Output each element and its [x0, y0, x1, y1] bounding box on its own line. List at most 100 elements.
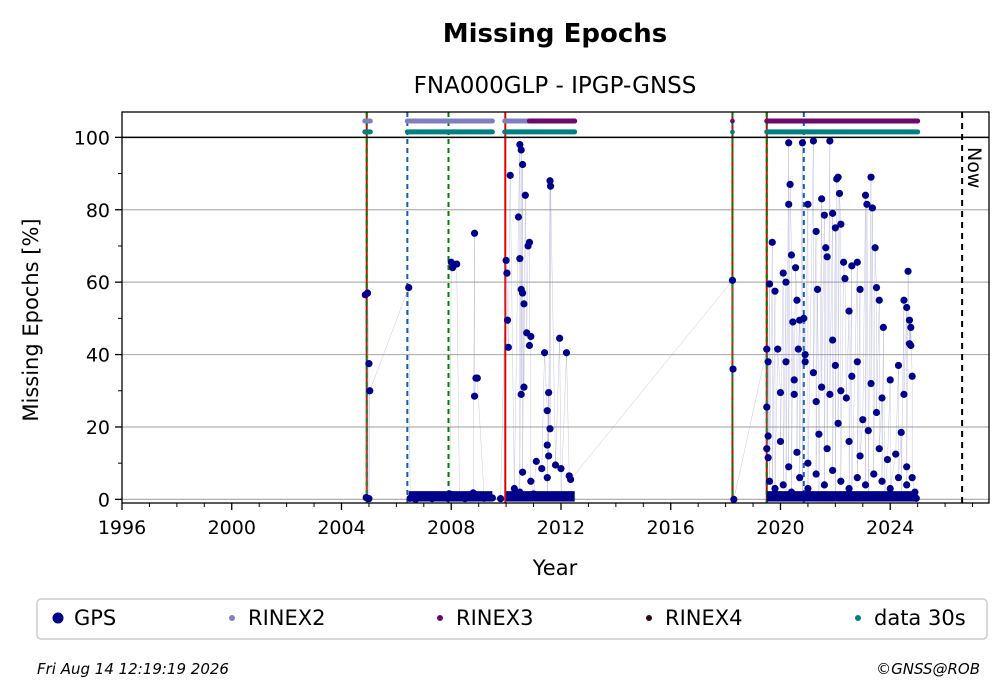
y-axis-label: Missing Epochs [%]: [19, 218, 43, 421]
gps-point: [815, 430, 823, 438]
gps-point: [469, 489, 477, 497]
gps-point: [776, 388, 785, 397]
gps-point: [870, 470, 878, 478]
gps-point: [406, 494, 414, 502]
gps-point: [785, 463, 793, 471]
gps-point: [453, 260, 461, 268]
gps-point: [812, 398, 820, 406]
gps-point: [365, 495, 373, 503]
gps-point: [768, 238, 776, 246]
gps-point: [411, 495, 420, 503]
gps-point: [820, 481, 828, 489]
gps-point: [848, 372, 856, 380]
gps-point: [908, 474, 916, 482]
gps-point: [789, 318, 797, 326]
gps-point: [771, 287, 779, 295]
gps-point: [525, 238, 534, 246]
gps-point: [831, 493, 839, 501]
gps-point: [556, 334, 564, 342]
x-tick-label: 2016: [647, 517, 695, 539]
gps-point: [912, 494, 920, 502]
gps-point: [791, 264, 800, 272]
gps-point: [785, 200, 793, 208]
gps-point: [365, 360, 373, 368]
gps-point: [848, 262, 856, 270]
gps-point: [856, 285, 864, 293]
legend-label-gps: GPS: [74, 606, 116, 630]
gps-point: [436, 493, 444, 501]
gps-point: [517, 390, 525, 398]
gps-point: [728, 276, 737, 284]
y-tick-label: 40: [86, 345, 110, 367]
x-axis: 1996 2000 2004 2008 2012 2016 2020 2024: [98, 503, 974, 539]
gps-point: [461, 495, 469, 503]
plot-frame: [122, 112, 989, 503]
gps-point: [518, 468, 527, 476]
y-tick-label: 0: [98, 489, 110, 511]
gps-point: [543, 441, 551, 449]
gps-point: [765, 280, 774, 288]
gps-point: [551, 461, 560, 469]
gps-point: [845, 437, 853, 446]
gps-point: [446, 490, 454, 498]
gps-point: [527, 332, 535, 341]
gps-point: [813, 285, 822, 293]
gps-point: [545, 452, 553, 460]
gps-point: [834, 173, 842, 181]
gps-point: [763, 445, 771, 453]
gps-point: [798, 494, 807, 502]
gps-point: [540, 349, 549, 357]
gps-point: [497, 495, 505, 503]
gps-point: [764, 358, 772, 366]
gps-point: [562, 349, 571, 357]
gps-point: [853, 258, 861, 266]
y-tick-label: 100: [74, 127, 110, 149]
gps-point: [470, 229, 479, 237]
gps-point: [848, 491, 856, 499]
gps-point: [907, 323, 915, 332]
gps-point: [543, 492, 551, 500]
gps-point: [794, 345, 802, 353]
gps-point: [826, 137, 834, 145]
gps-point: [908, 372, 916, 380]
gps-point: [518, 160, 527, 169]
gps-point: [871, 244, 879, 252]
gps-point: [800, 314, 808, 322]
gps-point: [503, 269, 511, 277]
gps-point: [864, 493, 872, 502]
gps-point: [818, 383, 826, 391]
now-label: Now: [963, 147, 985, 188]
gps-point: [796, 474, 804, 482]
gps-point: [835, 189, 844, 198]
gps-point: [809, 137, 818, 145]
gps-point: [822, 244, 830, 252]
legend-marker-rinex4: [646, 615, 652, 621]
y-tick-label: 80: [86, 200, 110, 222]
gps-point: [861, 191, 870, 199]
gps-point: [473, 374, 481, 382]
gps-point: [447, 258, 455, 266]
gps-point: [503, 316, 512, 324]
legend-label-rinex4: RINEX4: [665, 606, 743, 630]
gps-point: [831, 361, 839, 370]
x-axis-label: Year: [532, 556, 578, 580]
y-axis: 0 20 40 60 80 100: [74, 127, 122, 511]
gps-point: [776, 437, 785, 446]
gps-point: [812, 227, 820, 236]
gps-point: [905, 316, 914, 324]
legend-label-data-30s: data 30s: [874, 606, 966, 630]
gps-point: [510, 484, 518, 493]
gps-point: [790, 390, 798, 398]
gps-point: [907, 341, 915, 350]
gps-point: [763, 345, 771, 353]
gps-point: [774, 345, 782, 353]
rinex-strips: [362, 118, 921, 135]
gps-point: [543, 407, 551, 415]
gps-point: [812, 470, 820, 478]
gps-point: [730, 495, 738, 503]
gps-point: [818, 195, 826, 203]
legend-label-rinex2: RINEX2: [248, 606, 326, 630]
legend-marker-data-30s: [855, 615, 861, 621]
x-tick-label: 2024: [866, 517, 914, 539]
